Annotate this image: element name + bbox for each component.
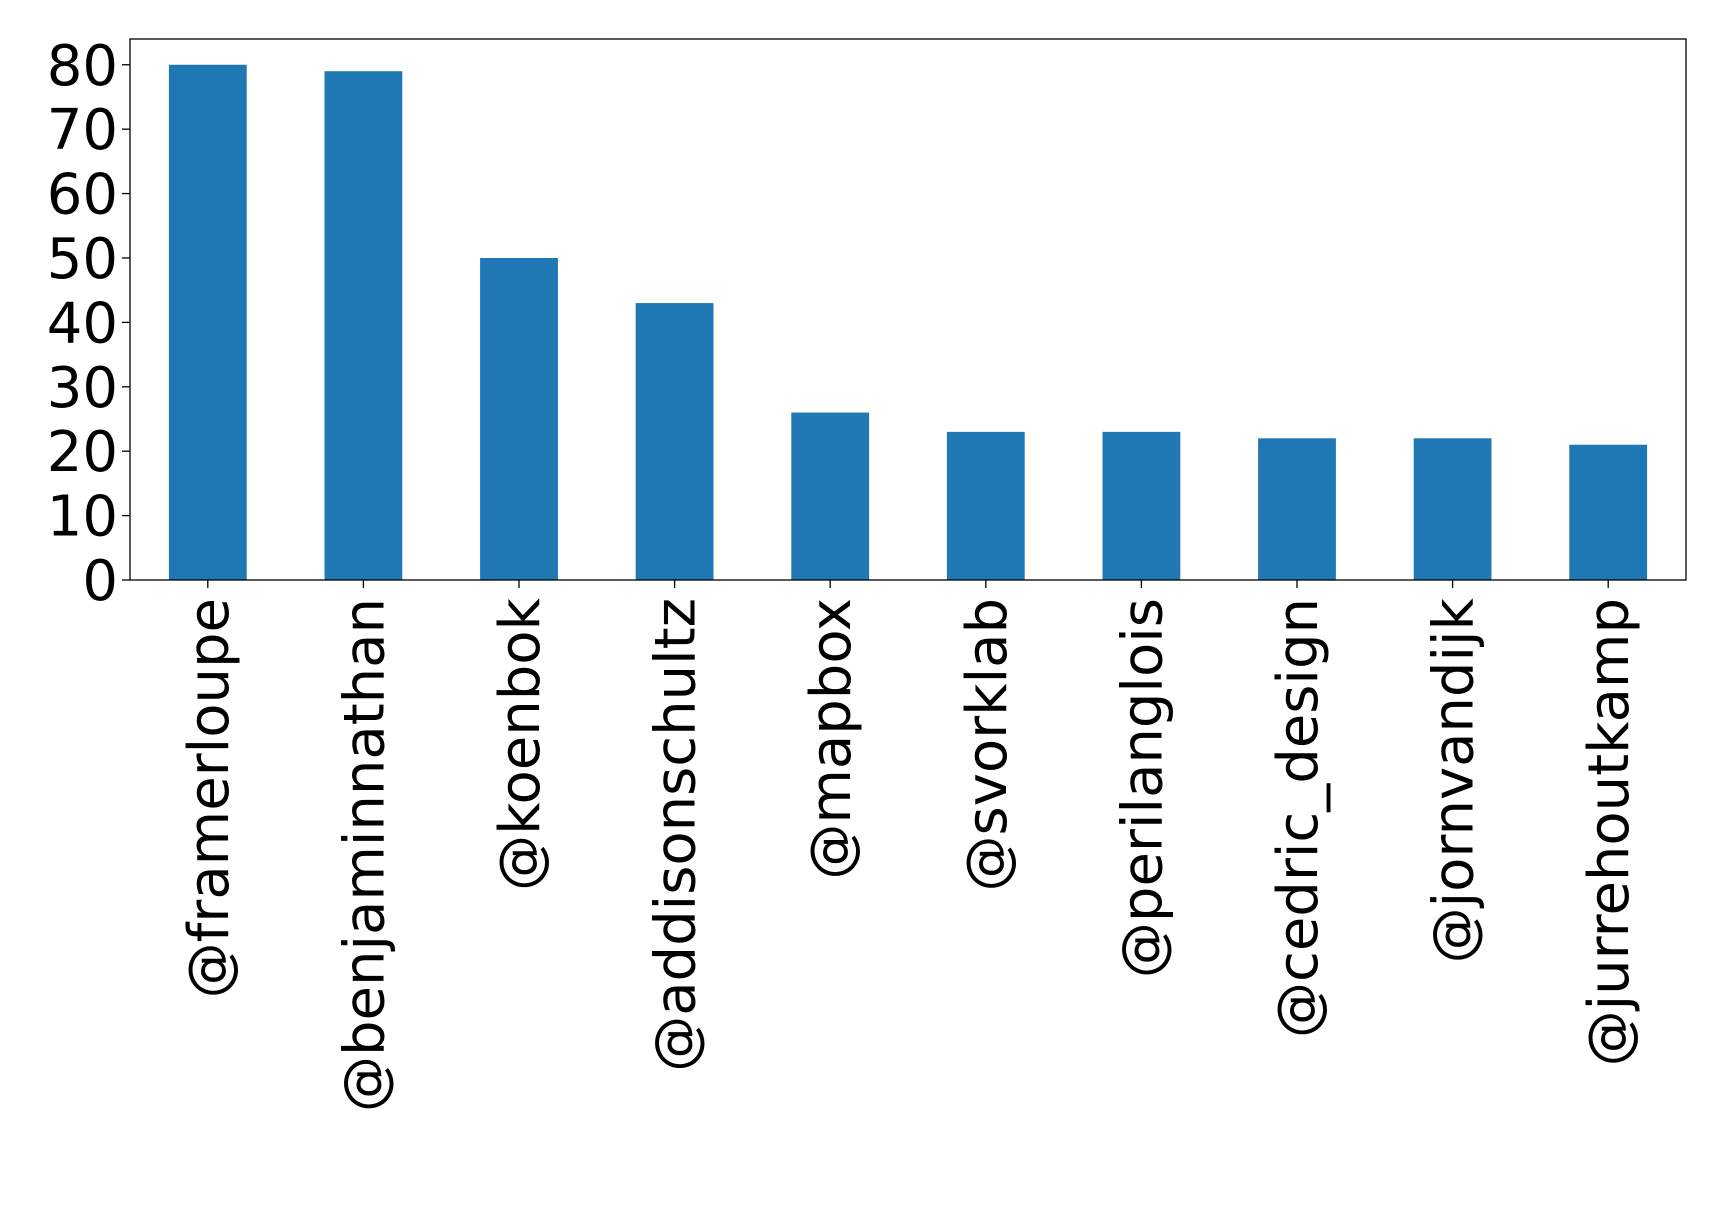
y-tick-label: 70 bbox=[47, 98, 118, 163]
x-tick-label: @cedric_design bbox=[1266, 598, 1331, 1038]
bar-addisonschultz bbox=[635, 303, 714, 580]
y-tick-label: 10 bbox=[47, 485, 118, 550]
x-tick-label: @svorklab bbox=[955, 598, 1020, 891]
labels-layer: @framerloupe @benjaminnathan @koenbok @addi… bbox=[47, 34, 1642, 1112]
y-tick-label: 20 bbox=[47, 420, 118, 485]
x-tick-label: @addisonschultz bbox=[644, 598, 709, 1072]
y-tick-label: 40 bbox=[47, 291, 118, 356]
bar-cedricdesign bbox=[1258, 438, 1336, 580]
bar-jornvandijk bbox=[1413, 438, 1492, 580]
y-tick-label: 50 bbox=[47, 227, 118, 292]
bar-svorklab bbox=[946, 431, 1025, 580]
x-tick-label: @jornvandijk bbox=[1422, 597, 1487, 963]
bar-jurrehoutkamp bbox=[1569, 444, 1648, 580]
x-tick-label: @framerloupe bbox=[177, 598, 242, 998]
x-tick-label: @benjaminnathan bbox=[332, 598, 397, 1112]
ticks-layer bbox=[122, 64, 1609, 588]
x-tick-label: @mapbox bbox=[799, 598, 864, 880]
y-tick-label: 60 bbox=[47, 163, 118, 228]
bar-perilanglois bbox=[1102, 431, 1181, 580]
bar-mapbox bbox=[791, 412, 870, 580]
x-tick-label: @koenbok bbox=[488, 597, 553, 890]
bar-framerloupe bbox=[168, 64, 247, 580]
x-tick-label: @perilanglois bbox=[1110, 598, 1175, 978]
bar-benjaminnathan bbox=[324, 71, 403, 580]
plot-area-frame bbox=[129, 38, 1687, 581]
y-tick-label: 80 bbox=[47, 34, 118, 99]
y-tick-label: 30 bbox=[47, 356, 118, 421]
bars-layer bbox=[168, 64, 1648, 580]
x-tick-label: @jurrehoutkamp bbox=[1577, 598, 1642, 1066]
bar-koenbok bbox=[480, 257, 558, 580]
y-tick-label: 0 bbox=[82, 549, 118, 614]
